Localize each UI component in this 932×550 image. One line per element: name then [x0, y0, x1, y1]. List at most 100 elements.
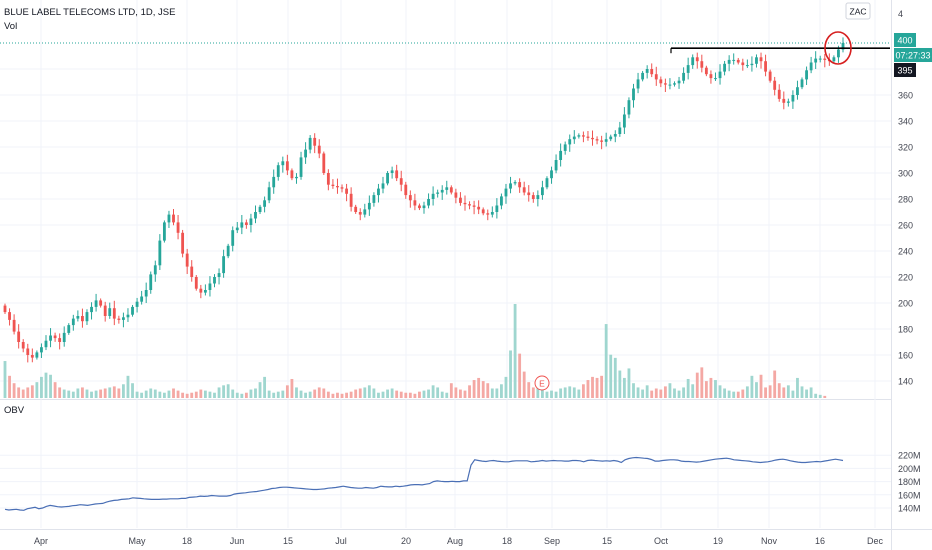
candle-body: [522, 187, 526, 193]
candle-body: [541, 187, 544, 196]
volume-bar: [313, 389, 317, 398]
volume-bar: [677, 390, 681, 398]
candle-body: [463, 202, 467, 205]
symbol-badge[interactable]: ZAC: [845, 2, 871, 20]
volume-bar: [117, 388, 121, 398]
volume-bar: [326, 391, 330, 398]
volume-bar: [199, 389, 203, 398]
volume-bar: [99, 389, 103, 398]
volume-bar: [126, 375, 130, 398]
volume-bar: [58, 387, 62, 398]
time-tick-Nov: Nov: [761, 536, 778, 546]
candle-body: [176, 222, 180, 233]
time-tick-Dec: Dec: [867, 536, 884, 546]
candle-body: [40, 347, 43, 353]
candle-body: [677, 80, 681, 84]
candle-body: [477, 206, 481, 210]
candle-body: [622, 114, 626, 128]
candle-body: [17, 331, 21, 342]
volume-bar: [622, 377, 626, 398]
volume-bar: [449, 383, 453, 398]
candle-body: [90, 306, 93, 313]
candle-body: [244, 222, 248, 225]
candle-body: [823, 58, 827, 60]
volume-bar: [586, 380, 590, 398]
volume-bar: [231, 389, 235, 398]
candle-body: [809, 62, 813, 71]
volume-bar: [518, 353, 522, 398]
symbol-badge-label: ZAC: [850, 7, 867, 17]
volume-bar: [94, 390, 98, 398]
obv-line: [4, 456, 844, 511]
candle-body: [663, 83, 667, 85]
volume-bar: [422, 390, 426, 398]
candle-body: [695, 57, 699, 62]
volume-bar: [645, 385, 649, 398]
volume-bar: [49, 374, 52, 398]
volume-bar: [718, 385, 722, 398]
candle-body: [172, 214, 175, 223]
candle-body: [659, 79, 663, 84]
time-tick-Sep: Sep: [544, 536, 560, 546]
candle-body: [53, 335, 57, 339]
volume-bar: [71, 391, 75, 398]
candle-body: [99, 300, 103, 306]
candle-body: [736, 59, 740, 63]
volume-bar: [600, 375, 604, 398]
crosshair-price-value: 395: [897, 66, 912, 76]
volume-bar: [777, 383, 781, 398]
volume-bar: [727, 390, 731, 398]
earnings-marker[interactable]: E: [534, 375, 550, 391]
candle-body: [609, 136, 613, 140]
volume-bar: [176, 390, 180, 398]
volume-bar: [304, 392, 307, 398]
candle-body: [181, 232, 185, 254]
candle-body: [436, 192, 440, 194]
volume-bar: [477, 377, 481, 398]
price-tick-300: 300: [898, 169, 913, 179]
candle-body: [554, 160, 558, 171]
candle-body: [190, 266, 194, 277]
candle-body: [322, 153, 326, 173]
candle-body: [240, 222, 244, 228]
candle-body: [750, 63, 754, 66]
candle-body: [718, 71, 722, 79]
candle-body: [782, 98, 786, 103]
volume-bar: [750, 375, 754, 398]
volume-bars: [3, 304, 827, 398]
candle-body: [673, 83, 676, 85]
candle-body: [226, 245, 230, 257]
volume-bar: [504, 376, 508, 398]
volume-bar: [185, 393, 189, 398]
price-tick-240: 240: [898, 247, 913, 257]
volume-bar: [122, 384, 125, 398]
volume-bar: [53, 382, 57, 398]
candle-body: [44, 340, 48, 348]
candle-body: [650, 69, 654, 75]
volume-bar: [153, 389, 157, 398]
candle-body: [764, 61, 767, 72]
time-tick-May: May: [128, 536, 146, 546]
volume-bar: [773, 370, 777, 398]
candle-body: [636, 79, 640, 89]
candle-body: [449, 187, 453, 193]
volume-bar: [755, 382, 758, 398]
volume-bar: [531, 387, 535, 398]
volume-bar: [741, 389, 745, 398]
time-tick-15: 15: [283, 536, 293, 546]
candle-body: [445, 187, 449, 190]
candle-body: [559, 150, 563, 160]
candle-body: [404, 184, 408, 196]
candle-body: [254, 212, 257, 219]
candle-body: [632, 88, 635, 101]
volume-bar: [208, 391, 212, 398]
candle-body: [21, 342, 25, 349]
volume-label: Vol: [4, 21, 17, 32]
candle-body: [304, 149, 307, 158]
candle-body: [81, 316, 84, 322]
volume-bar: [254, 388, 257, 398]
volume-bar: [81, 387, 84, 398]
volume-bar: [322, 388, 326, 398]
time-tick-18: 18: [182, 536, 192, 546]
